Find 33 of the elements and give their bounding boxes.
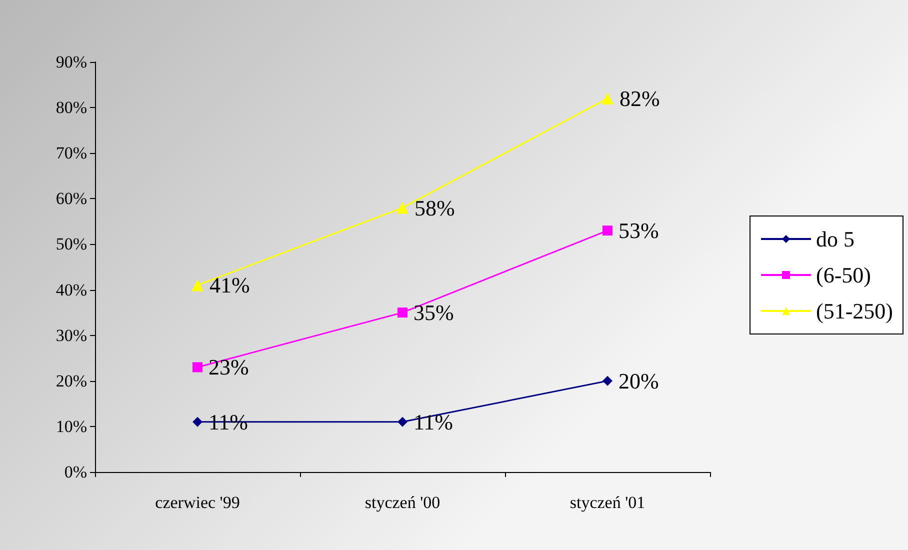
y-tick-label: 30% (56, 326, 87, 345)
y-tick-label: 80% (56, 98, 87, 118)
point (192, 279, 204, 292)
point (192, 362, 202, 372)
y-tick-label: 50% (56, 234, 87, 254)
y-tick-label: 90% (56, 52, 87, 72)
y-tick-label: 20% (56, 371, 87, 390)
data-label: 20% (618, 368, 659, 394)
point (398, 416, 408, 427)
data-label: 53% (618, 218, 659, 244)
point (396, 202, 408, 214)
y-tick-label: 70% (56, 144, 87, 163)
x-tick-label: styczeń '01 (570, 493, 646, 512)
point (602, 226, 612, 236)
point (602, 92, 614, 104)
y-tick-label: 40% (56, 280, 87, 300)
point (602, 376, 612, 386)
data-label: 11% (414, 409, 454, 434)
legend-label: do 5 (816, 226, 855, 252)
y-tick-label: 10% (56, 416, 87, 436)
point (192, 416, 202, 427)
x-tick-label: styczeń '00 (364, 493, 440, 512)
y-tick-label: 0% (64, 462, 87, 482)
data-label: 35% (414, 300, 454, 326)
legend-label: (51-250) (816, 298, 894, 324)
x-tick-label: czerwiec '99 (155, 493, 240, 512)
data-label: 41% (210, 272, 250, 298)
y-tick-label: 60% (56, 189, 87, 208)
data-label: 82% (620, 86, 660, 111)
data-label: 23% (208, 354, 249, 380)
legend-label: (6-50) (816, 262, 872, 288)
point (398, 308, 408, 318)
data-label: 58% (414, 195, 455, 220)
